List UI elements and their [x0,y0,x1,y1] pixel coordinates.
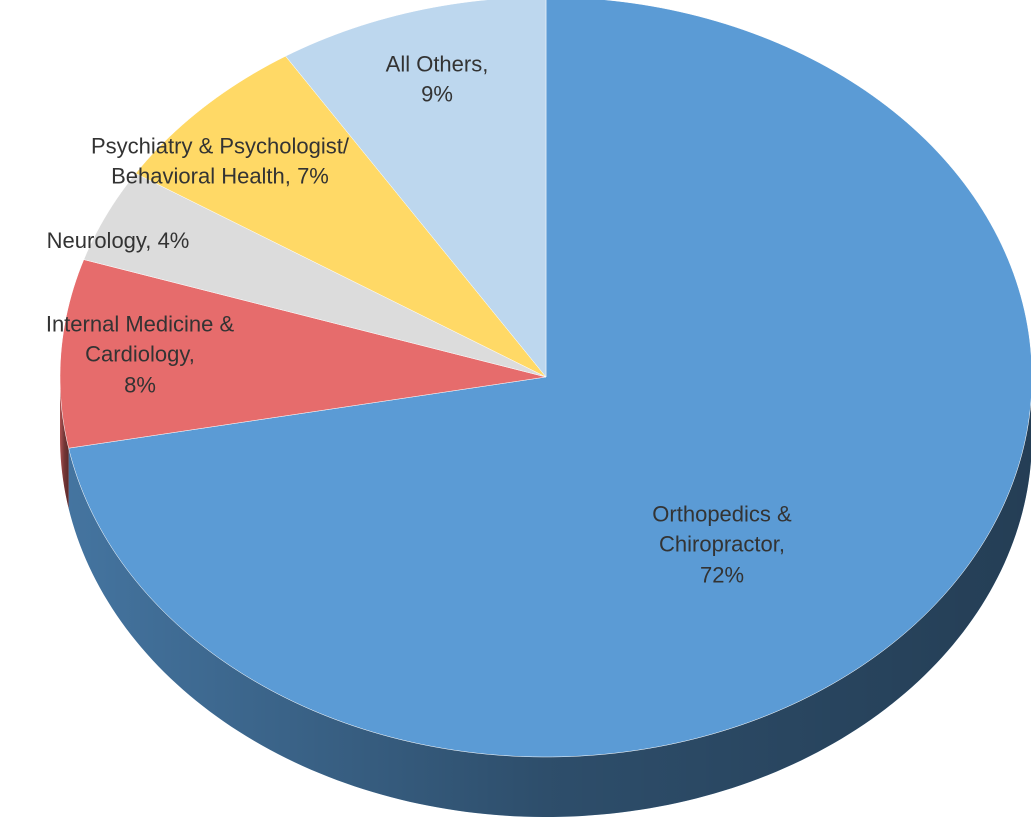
slice [135,55,547,378]
label-name: Internal Medicine & Cardiology, [45,311,235,367]
label-value: 8% [124,372,156,398]
label-value: 4% [157,227,190,253]
label-name: All Others, [385,51,489,77]
label-value: 7% [297,164,329,189]
label-name: Neurology, [46,227,152,253]
label-value: 9% [421,82,453,107]
data-label: Internal Medicine & Cardiology, 8% [5,309,275,400]
slice [68,0,1031,758]
data-label: Neurology, 4% [0,226,248,256]
label-name: Psychiatry & Psychologist/ Behavioral He… [91,133,349,189]
data-label: Psychiatry & Psychologist/ Behavioral He… [40,132,400,193]
slice-side-shade [68,401,1031,817]
label-name: Orthopedics & Chiropractor, [652,501,792,557]
label-value: 72% [699,562,745,588]
slice-side-shade [60,377,69,509]
slice [59,259,547,449]
data-label: Orthopedics & Chiropractor, 72% [597,499,847,590]
slice [285,0,547,378]
data-label: All Others, 9% [357,50,517,111]
slice [83,173,547,378]
